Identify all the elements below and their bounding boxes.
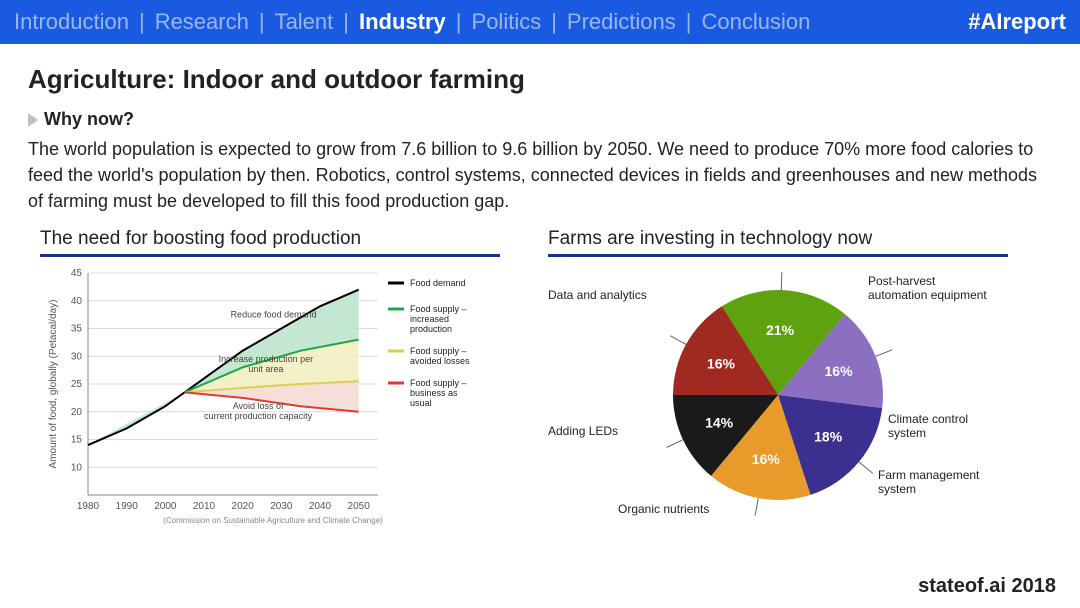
nav-item-conclusion[interactable]: Conclusion [701,9,810,35]
svg-text:30: 30 [71,352,83,363]
pie-chart-box: Farms are investing in technology now 21… [548,228,1008,525]
pie-label: Farm management system [878,469,1008,497]
svg-text:10: 10 [71,463,83,474]
pie-label: Adding LEDs [548,425,618,439]
hashtag-label: #AIreport [968,9,1066,35]
svg-text:2040: 2040 [309,501,332,512]
line-chart-svg: 10 15 20 25 30 35 40 45 1980 1990 2000 2010 2020 2030… [40,265,500,525]
svg-text:2030: 2030 [270,501,293,512]
pie-chart-wrap: 21% 16% 18% 16% 14% 16% Data and analytics Pos… [548,265,1008,525]
chart-underline [40,254,500,257]
body-paragraph: The world population is expected to grow… [28,136,1052,214]
svg-text:15: 15 [71,435,83,446]
line-chart-title: The need for boosting food production [40,228,500,250]
pie-label: Data and analytics [548,289,647,303]
nav-item-politics[interactable]: Politics [472,9,542,35]
nav-separator: | [547,9,561,35]
nav-item-talent[interactable]: Talent [275,9,334,35]
nav-separator: | [682,9,696,35]
svg-text:21%: 21% [766,322,795,338]
subhead: Why now? [44,109,134,130]
page-title: Agriculture: Indoor and outdoor farming [28,64,1052,95]
svg-text:Amount of food, globally (Peta: Amount of food, globally (Petacal/day) [48,300,59,469]
svg-text:Food demand: Food demand [410,278,466,288]
svg-text:40: 40 [71,296,83,307]
bullet-triangle-icon [28,113,38,127]
svg-text:45: 45 [71,268,83,279]
svg-text:14%: 14% [705,415,734,431]
pie-label: Climate control system [888,413,1008,441]
svg-text:2050: 2050 [348,501,371,512]
svg-text:18%: 18% [814,429,843,445]
svg-text:2010: 2010 [193,501,216,512]
svg-text:1990: 1990 [116,501,139,512]
footer-brand: stateof.ai 2018 [918,575,1056,598]
svg-text:1980: 1980 [77,501,100,512]
line-chart-box: The need for boosting food production 10… [40,228,500,525]
svg-text:(Commission on Sustainable Agr: (Commission on Sustainable Agriculture a… [163,516,383,525]
svg-text:16%: 16% [752,451,781,467]
nav-separator: | [339,9,353,35]
nav-items: Introduction|Research|Talent|Industry|Po… [14,9,810,35]
chart-underline [548,254,1008,257]
svg-text:Reduce food demand: Reduce food demand [231,310,317,320]
nav-item-research[interactable]: Research [155,9,249,35]
slide-content: Agriculture: Indoor and outdoor farming … [0,44,1080,525]
svg-text:35: 35 [71,324,83,335]
pie-label: Organic nutrients [618,503,709,517]
svg-text:Food supply –business asusual: Food supply –business asusual [410,378,467,408]
pie-chart-title: Farms are investing in technology now [548,228,1008,250]
nav-item-industry[interactable]: Industry [359,9,446,35]
svg-text:Food supply –avoided losses: Food supply –avoided losses [410,346,470,366]
svg-text:2000: 2000 [154,501,177,512]
svg-text:20: 20 [71,407,83,418]
pie-label: Post-harvest automation equipment [868,275,998,303]
nav-separator: | [255,9,269,35]
top-nav-bar: Introduction|Research|Talent|Industry|Po… [0,0,1080,44]
nav-item-predictions[interactable]: Predictions [567,9,676,35]
nav-item-introduction[interactable]: Introduction [14,9,129,35]
svg-text:2020: 2020 [232,501,255,512]
svg-text:16%: 16% [825,363,854,379]
svg-text:25: 25 [71,379,83,390]
pie-chart-svg: 21% 16% 18% 16% 14% 16% [653,270,903,520]
svg-text:16%: 16% [707,356,736,372]
svg-text:Food supply –increasedproducti: Food supply –increasedproduction [410,304,467,334]
nav-separator: | [452,9,466,35]
nav-separator: | [135,9,149,35]
